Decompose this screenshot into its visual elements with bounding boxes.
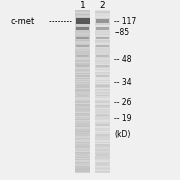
Bar: [96, 45, 109, 47]
Text: (kD): (kD): [114, 130, 131, 139]
Bar: [76, 18, 90, 24]
Bar: [76, 114, 89, 116]
Bar: [76, 27, 89, 30]
Bar: [96, 134, 109, 136]
Bar: [76, 55, 89, 57]
Bar: [96, 114, 109, 116]
Bar: [96, 37, 109, 39]
Text: -- 26: -- 26: [114, 98, 132, 107]
Bar: [96, 124, 109, 126]
Text: -- 19: -- 19: [114, 114, 132, 123]
Text: -- 34: -- 34: [114, 78, 132, 87]
Bar: [76, 75, 89, 77]
Bar: [76, 144, 89, 146]
Bar: [76, 65, 89, 67]
Bar: [96, 144, 109, 146]
Bar: [76, 163, 89, 165]
Bar: [96, 55, 109, 57]
Bar: [76, 134, 89, 136]
Bar: [76, 105, 89, 106]
Text: 2: 2: [100, 1, 105, 10]
Bar: [96, 163, 109, 165]
Bar: [96, 75, 109, 77]
Text: c-met: c-met: [11, 17, 35, 26]
Bar: [96, 154, 109, 156]
Bar: [96, 85, 109, 87]
Bar: [76, 45, 89, 47]
Bar: [96, 95, 109, 96]
Text: -- 48: -- 48: [114, 55, 132, 64]
Bar: [76, 154, 89, 156]
Bar: [96, 105, 109, 106]
Text: 1: 1: [80, 1, 86, 10]
Bar: [76, 85, 89, 87]
Bar: [96, 65, 109, 67]
Text: --85: --85: [114, 28, 129, 37]
Bar: [76, 95, 89, 96]
Bar: [76, 124, 89, 126]
Bar: [96, 19, 109, 23]
Bar: [76, 37, 89, 39]
Bar: [96, 27, 109, 30]
Text: -- 117: -- 117: [114, 17, 137, 26]
